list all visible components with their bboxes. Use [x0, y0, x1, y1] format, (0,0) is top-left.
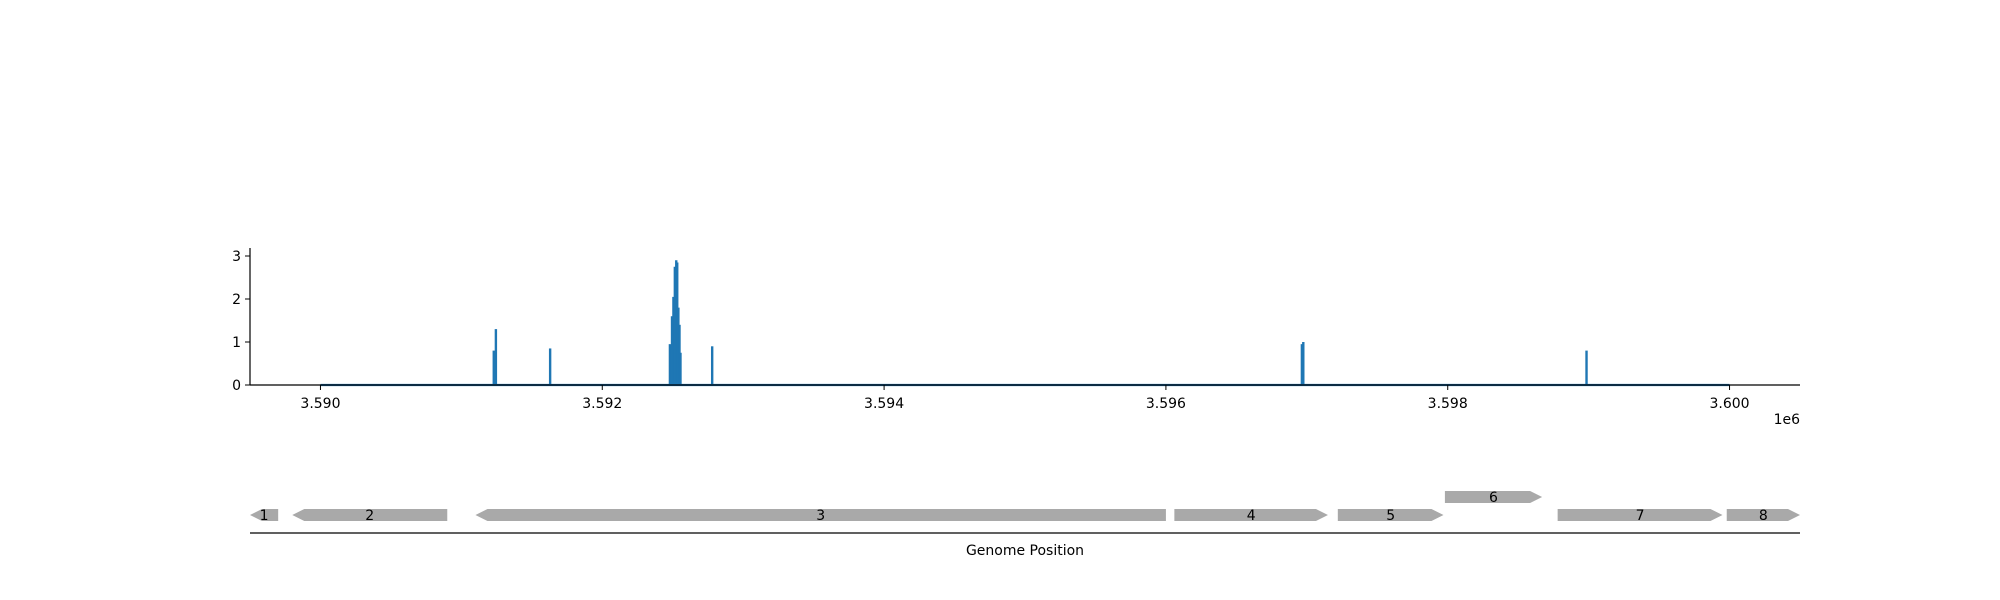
gene-track: 1 2 3 4 5 6 7 8 Genome Position: [250, 490, 1800, 559]
gene-label: 1: [260, 508, 269, 524]
y-tick-label: 0: [232, 378, 241, 394]
x-tick-label: 3.596: [1146, 396, 1186, 412]
x-axis-ticks: 3.590 3.592 3.594 3.596 3.598 3.600: [300, 385, 1750, 412]
gene-marks: 1 2 3 4 5 6 7 8: [250, 490, 1800, 524]
y-tick-label: 1: [232, 335, 241, 351]
gene-arrow: [1557, 509, 1723, 521]
y-tick-label: 2: [232, 292, 241, 308]
gene-label: 8: [1759, 508, 1768, 524]
x-tick-label: 3.594: [864, 396, 904, 412]
gene-arrow: [1337, 509, 1444, 521]
gene-label: 6: [1489, 490, 1498, 506]
gene-label: 2: [365, 508, 374, 524]
x-tick-label: 3.592: [582, 396, 622, 412]
coverage-plot: 3.590 3.592 3.594 3.596 3.598 3.600 0 1 2 3 1e6: [232, 248, 1800, 428]
x-tick-label: 3.598: [1428, 396, 1468, 412]
x-axis-offset-label: 1e6: [1774, 412, 1801, 428]
x-tick-label: 3.590: [300, 396, 340, 412]
gene-label: 4: [1247, 508, 1256, 524]
gene-arrow: [250, 509, 279, 521]
gene-arrow: [1444, 491, 1543, 503]
gene-arrow: [1726, 509, 1800, 521]
x-tick-label: 3.600: [1709, 396, 1749, 412]
y-axis-ticks: 0 1 2 3: [232, 249, 250, 394]
gene-arrow: [475, 509, 1166, 521]
gene-arrow: [292, 509, 448, 521]
gene-label: 5: [1386, 508, 1395, 524]
gene-arrow: [1174, 509, 1328, 521]
x-axis-title: Genome Position: [966, 543, 1084, 559]
y-tick-label: 3: [232, 249, 241, 265]
gene-label: 7: [1636, 508, 1645, 524]
gene-label: 3: [816, 508, 825, 524]
